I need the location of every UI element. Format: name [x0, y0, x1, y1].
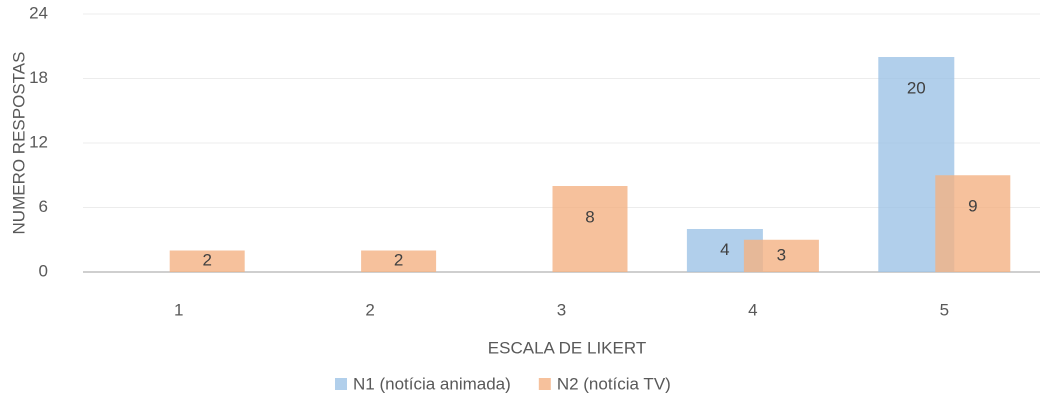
y-tick-label: 12 — [29, 132, 48, 151]
data-label: 20 — [907, 78, 926, 97]
bar — [743, 239, 819, 272]
data-label: 8 — [585, 207, 594, 226]
legend-label: N2 (notícia TV) — [557, 374, 671, 393]
legend-swatch — [335, 378, 347, 390]
y-tick-label: 18 — [29, 68, 48, 87]
y-axis-title: NUMERO RESPOSTAS — [9, 52, 28, 235]
data-label: 9 — [968, 197, 977, 216]
x-tick-label: 5 — [940, 300, 949, 319]
bar — [552, 186, 628, 272]
data-label: 3 — [777, 245, 786, 264]
y-tick-label: 24 — [29, 3, 48, 22]
x-tick-label: 3 — [557, 300, 566, 319]
bar — [169, 250, 245, 272]
x-tick-label: 4 — [748, 300, 757, 319]
data-label: 2 — [394, 251, 403, 270]
x-tick-label: 2 — [365, 300, 374, 319]
bar — [361, 250, 437, 272]
y-tick-label: 0 — [39, 261, 48, 280]
bar — [935, 175, 1011, 272]
data-label: 4 — [720, 240, 729, 259]
x-axis-title: ESCALA DE LIKERT — [488, 338, 646, 357]
data-label: 2 — [202, 251, 211, 270]
legend-label: N1 (notícia animada) — [353, 374, 511, 393]
legend-swatch — [538, 378, 551, 390]
x-tick-label: 1 — [174, 300, 183, 319]
y-tick-label: 6 — [39, 197, 48, 216]
